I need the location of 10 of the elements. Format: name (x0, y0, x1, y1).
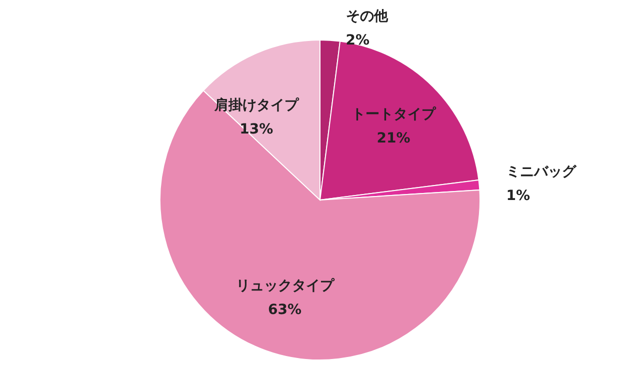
data-label: 1% (506, 188, 530, 204)
slice-label: リュックタイプ (236, 276, 335, 294)
data-label: 21% (376, 130, 410, 146)
slice-label: 肩掛けタイプ (213, 96, 300, 114)
slice-label: ミニバッグ (506, 164, 578, 180)
data-label: 2% (346, 32, 370, 48)
data-label: 63% (268, 302, 302, 318)
data-label: 13% (240, 122, 274, 138)
slice-label: トートタイプ (352, 105, 437, 122)
slice-label: その他 (346, 8, 389, 24)
